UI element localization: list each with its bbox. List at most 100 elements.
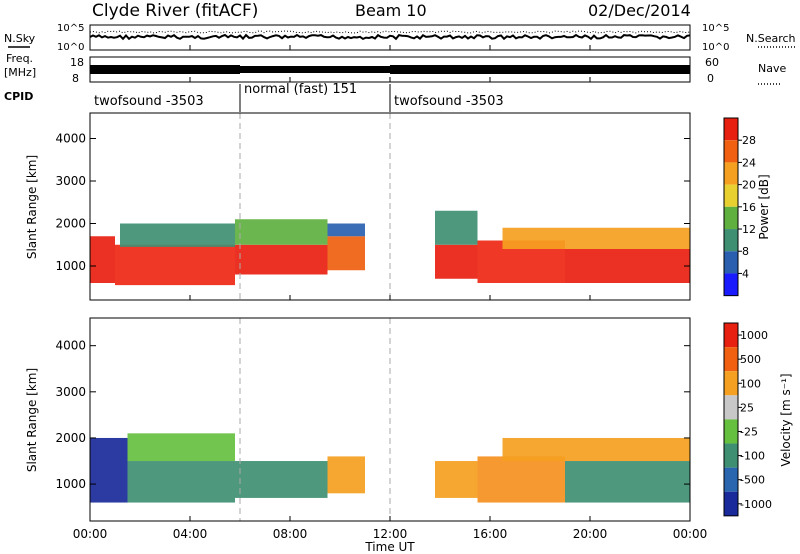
- power-region: [115, 244, 235, 286]
- freq-label-1: Freq.: [6, 52, 33, 65]
- power-ytick-label: 1000: [55, 259, 86, 273]
- freq-tick-low: 8: [72, 72, 79, 85]
- power-ytick-label: 2000: [55, 217, 86, 231]
- x-tick-label: 00:00: [73, 527, 108, 541]
- power-region: [327, 236, 365, 271]
- velocity-ytick-label: 2000: [55, 431, 86, 445]
- power-region: [435, 210, 478, 245]
- nsky-trace: [89, 33, 691, 41]
- velocity-colorbar-swatch: [724, 491, 738, 516]
- velocity-colorbar-tick-label: -500: [740, 474, 765, 487]
- velocity-colorbar-swatch: [724, 419, 738, 444]
- velocity-region: [502, 437, 690, 462]
- power-region: [435, 244, 478, 279]
- x-tick-label: 04:00: [173, 527, 208, 541]
- freq-panel: Freq. [MHz] 18 8 60 0 Nave: [4, 52, 786, 85]
- velocity-region: [327, 456, 365, 494]
- nave-label: Nave: [758, 62, 786, 75]
- velocity-panel: 1000 2000 3000 4000 Slant Range [km] 1000 50…: [25, 317, 793, 522]
- x-axis-label: Time UT: [364, 540, 415, 554]
- velocity-colorbar-swatch: [724, 467, 738, 492]
- nave-tick-high: 60: [705, 56, 719, 69]
- date-title: 02/Dec/2014: [588, 1, 691, 20]
- power-colorbar-tick-label: 4: [742, 267, 749, 280]
- velocity-colorbar-frame: [723, 322, 739, 517]
- velocity-region: [90, 437, 128, 503]
- velocity-ytick-label: 3000: [55, 385, 86, 399]
- power-colorbar-tick-label: 16: [742, 201, 756, 214]
- power-ytick-label: 4000: [55, 132, 86, 146]
- velocity-ytick-label: 1000: [55, 477, 86, 491]
- freq-band-3: [390, 65, 690, 74]
- nsearch-tick-high: 10^5: [702, 23, 729, 34]
- cpid-segment-label: twofsound -3503: [94, 94, 204, 109]
- velocity-data: [90, 318, 690, 521]
- x-tick-label: 00:00: [673, 527, 708, 541]
- freq-tick-high: 18: [70, 56, 84, 69]
- power-colorbar: 4 8 12 16 20 24 28: [723, 117, 756, 297]
- velocity-colorbar-tick-label: 100: [740, 377, 761, 390]
- freq-band-1: [90, 65, 240, 74]
- power-cbar-label: Power [dB]: [757, 174, 771, 239]
- velocity-colorbar-swatch: [724, 395, 738, 420]
- power-ytick-label: 3000: [55, 174, 86, 188]
- nsearch-trace: [89, 30, 691, 34]
- power-colorbar-swatch: [724, 229, 738, 252]
- velocity-yticks: 1000 2000 3000 4000: [55, 339, 690, 491]
- power-region: [502, 227, 690, 249]
- velocity-colorbar-tick-label: 500: [740, 353, 761, 366]
- velocity-region: [565, 461, 690, 503]
- nsky-label: N.Sky: [4, 32, 36, 45]
- power-region: [565, 249, 690, 283]
- x-axis-ticks: 00:00 04:00 08:00 12:00 16:00 20:00 00:00: [73, 45, 708, 541]
- velocity-ytick-label: 4000: [55, 339, 86, 353]
- power-region: [235, 219, 328, 245]
- nsky-tick-high: 10^5: [57, 23, 84, 34]
- nsearch-label: N.Search: [746, 32, 796, 45]
- power-colorbar-tick-label: 12: [742, 223, 756, 236]
- power-region: [235, 244, 328, 275]
- cpid-segment-label: normal (fast) 151: [244, 82, 357, 97]
- velocity-colorbar-swatch: [724, 347, 738, 372]
- velocity-colorbar-swatch: [724, 323, 738, 348]
- power-colorbar-tick-label: 8: [742, 245, 749, 258]
- velocity-region: [235, 461, 328, 498]
- velocity-region: [127, 433, 235, 462]
- x-tick-label: 16:00: [473, 527, 508, 541]
- power-colorbar-swatch: [724, 206, 738, 230]
- cpid-label: CPID: [4, 90, 33, 103]
- freq-band-2: [240, 66, 390, 73]
- velocity-ylabel: Slant Range [km]: [25, 368, 39, 472]
- beam-title: Beam 10: [355, 1, 427, 20]
- power-colorbar-tick-label: 20: [742, 179, 756, 192]
- power-colorbar-swatch: [724, 118, 738, 141]
- power-region: [90, 236, 115, 283]
- station-title: Clyde River (fitACF): [92, 1, 258, 21]
- velocity-region: [435, 461, 478, 498]
- x-tick-label: 12:00: [373, 527, 408, 541]
- power-colorbar-swatch: [724, 184, 738, 207]
- power-colorbar-swatch: [724, 140, 738, 163]
- velocity-colorbar-tick-label: 1000: [740, 329, 768, 342]
- velocity-region: [127, 461, 235, 503]
- nsky-panel: N.Sky 10^5 10^0 10^5 10^0 N.Search: [4, 23, 796, 53]
- power-colorbar-tick-label: 28: [742, 134, 756, 147]
- cpid-segment-label: twofsound -3503: [394, 94, 504, 109]
- freq-label-2: [MHz]: [4, 66, 36, 79]
- power-colorbar-swatch: [724, 273, 738, 296]
- x-tick-label: 20:00: [573, 527, 608, 541]
- nave-tick-low: 0: [707, 72, 714, 85]
- nsearch-tick-low: 10^0: [702, 42, 729, 53]
- power-colorbar-swatch: [724, 162, 738, 185]
- velocity-colorbar-swatch: [724, 371, 738, 396]
- power-region: [327, 223, 365, 237]
- velocity-colorbar-tick-label: -1000: [740, 498, 772, 511]
- velocity-colorbar-tick-label: -25: [740, 425, 758, 438]
- velocity-colorbar-swatch: [724, 443, 738, 468]
- power-colorbar-tick-label: 24: [742, 156, 756, 169]
- power-data: [90, 113, 690, 300]
- x-tick-label: 08:00: [273, 527, 308, 541]
- power-region: [120, 223, 235, 247]
- nsky-tick-low: 10^0: [57, 42, 84, 53]
